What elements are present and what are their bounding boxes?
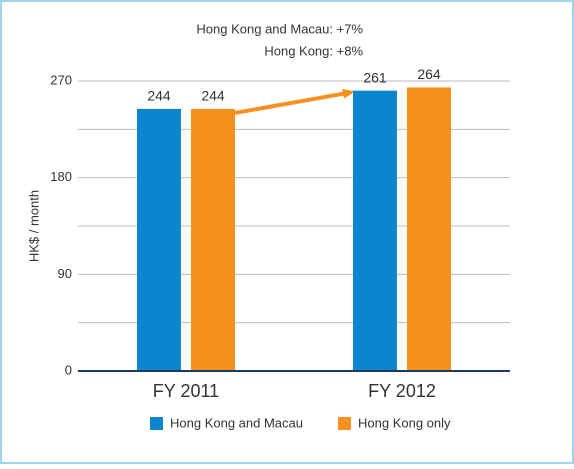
legend-swatch [150,417,163,430]
y-tick-label: 270 [50,72,72,87]
y-axis-label: HK$ / month [26,190,41,262]
bar [191,108,235,371]
data-label: 244 [201,88,225,104]
legend-label: Hong Kong only [358,415,451,430]
y-tick-label: 90 [58,266,72,281]
arrow [234,93,349,115]
data-label: 244 [147,88,171,104]
legend-label: Hong Kong and Macau [170,415,303,430]
y-tick-label: 0 [65,362,72,377]
bar [353,90,397,372]
x-tick-label: FY 2011 [153,381,219,401]
data-label: 261 [363,69,387,85]
annotation: Hong Kong: +8% [264,43,363,58]
x-tick-label: FY 2012 [368,381,436,401]
legend-swatch [338,417,351,430]
y-tick-label: 180 [50,169,72,184]
bar [407,87,451,371]
bar [137,108,181,371]
data-label: 264 [417,66,441,82]
annotation: Hong Kong and Macau: +7% [196,21,363,36]
